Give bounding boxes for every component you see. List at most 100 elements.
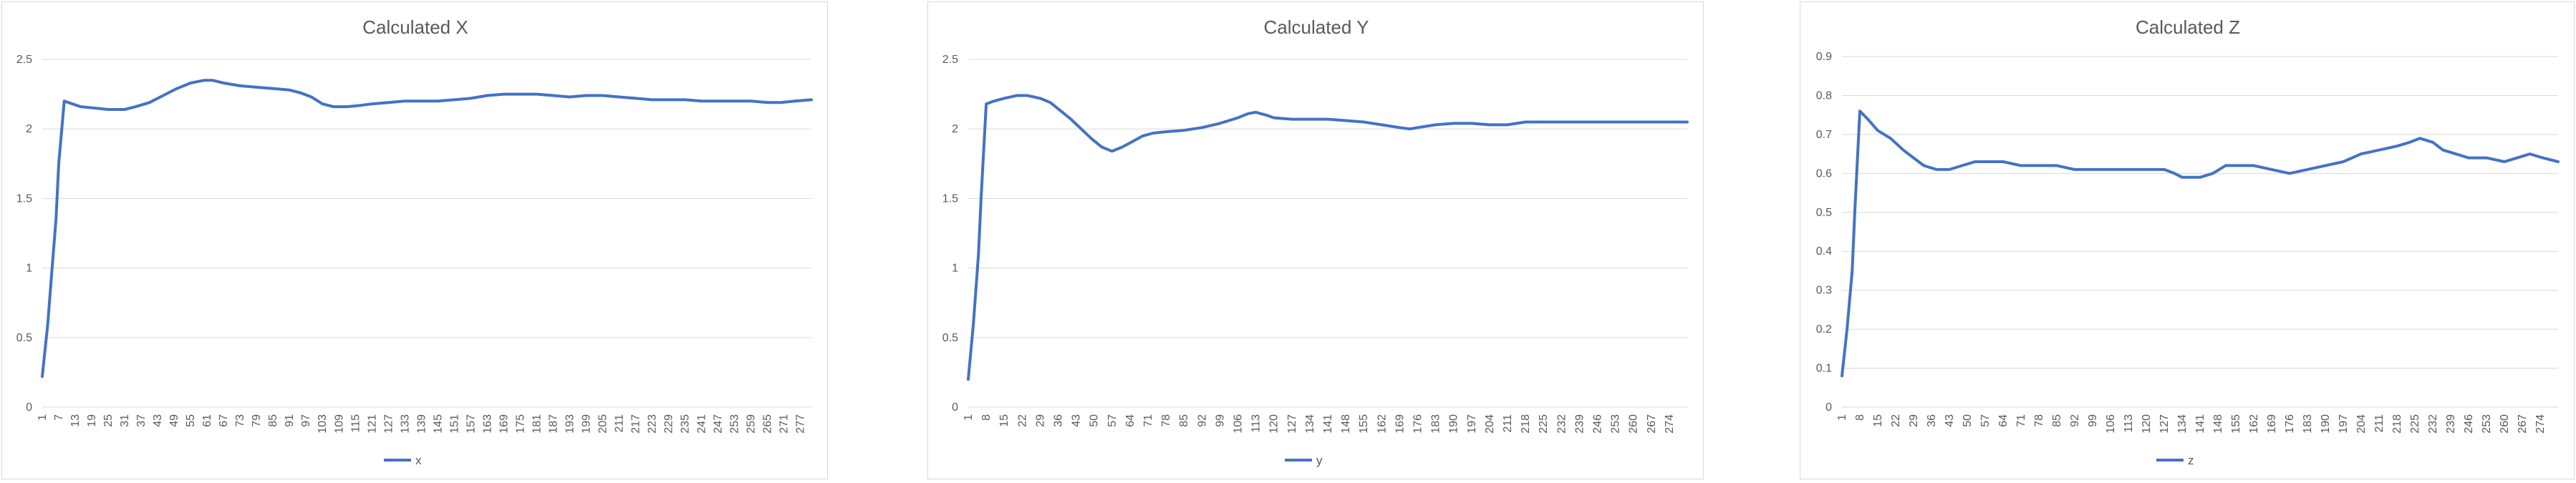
x-tick-label: 205 <box>597 414 609 434</box>
x-tick-label: 73 <box>234 414 246 427</box>
x-tick-label: 141 <box>1322 414 1334 434</box>
y-tick-label: 0.9 <box>1816 51 1832 63</box>
x-tick-label: 134 <box>2176 414 2189 434</box>
x-tick-label: 183 <box>1430 414 1442 434</box>
x-tick-label: 162 <box>2248 414 2260 434</box>
x-tick-label: 71 <box>1142 414 1154 427</box>
y-tick-label: 0 <box>1825 401 1832 414</box>
x-tick-label: 127 <box>382 414 395 434</box>
x-tick-label: 22 <box>1890 414 1902 427</box>
x-tick-label: 197 <box>2338 414 2350 434</box>
x-tick-label: 43 <box>1071 414 1083 427</box>
x-tick-label: 15 <box>998 414 1010 427</box>
x-tick-label: 61 <box>201 414 213 427</box>
x-tick-label: 145 <box>432 414 444 434</box>
x-tick-label: 133 <box>399 414 411 434</box>
x-tick-label: 277 <box>795 414 807 434</box>
x-tick-label: 259 <box>746 414 758 434</box>
x-tick-label: 260 <box>1628 414 1640 434</box>
x-tick-label: 241 <box>696 414 708 434</box>
x-tick-label: 120 <box>2141 414 2153 434</box>
x-tick-label: 267 <box>2517 414 2529 434</box>
x-tick-label: 121 <box>366 414 378 434</box>
x-tick-label: 274 <box>2534 414 2547 434</box>
x-tick-label: 36 <box>1926 414 1938 427</box>
x-tick-label: 246 <box>2463 414 2475 434</box>
legend-label: z <box>2188 454 2194 467</box>
x-tick-label: 139 <box>415 414 428 434</box>
x-tick-label: 232 <box>1555 414 1568 434</box>
series-line-z <box>1841 109 2560 378</box>
chart-title: Calculated Z <box>2136 16 2240 38</box>
y-tick-label: 2 <box>952 123 958 135</box>
x-tick-label: 127 <box>1286 414 1298 434</box>
x-tick-label: 92 <box>2069 414 2081 427</box>
x-tick-label: 127 <box>2158 414 2171 434</box>
y-tick-label: 0.1 <box>1816 363 1832 375</box>
y-tick-label: 0.7 <box>1816 129 1832 141</box>
x-tick-label: 181 <box>531 414 543 434</box>
x-tick-label: 199 <box>580 414 592 434</box>
x-tick-label: 253 <box>729 414 741 434</box>
y-tick-label: 2.5 <box>942 54 958 66</box>
x-tick-label: 79 <box>251 414 263 427</box>
x-tick-label: 92 <box>1196 414 1208 427</box>
x-tick-label: 113 <box>2123 414 2135 433</box>
legend-label: y <box>1316 454 1323 467</box>
x-tick-label: 267 <box>1646 414 1658 434</box>
y-tick-label: 1 <box>952 263 958 275</box>
x-tick-label: 78 <box>1160 414 1172 427</box>
x-tick-label: 225 <box>1538 414 1550 434</box>
x-tick-label: 120 <box>1268 414 1280 434</box>
x-tick-label: 64 <box>1124 414 1137 427</box>
x-tick-label: 71 <box>2015 414 2027 427</box>
x-tick-label: 176 <box>2284 414 2296 434</box>
x-tick-label: 78 <box>2033 414 2045 427</box>
x-tick-label: 31 <box>119 414 131 427</box>
x-tick-label: 67 <box>218 414 230 427</box>
x-tick-label: 1 <box>1836 414 1848 421</box>
chart-panel-x: Calculated X 0 0.5 1 1.5 2 2.5 1 7 13 19 25 31 37 43 49… <box>1 1 828 479</box>
x-tick-label: 211 <box>614 414 626 433</box>
x-tick-label: 204 <box>2355 414 2368 434</box>
x-tick-label: 50 <box>1962 414 1974 427</box>
x-tick-label: 155 <box>2230 414 2242 434</box>
x-tick-label: 85 <box>1178 414 1190 427</box>
x-tick-label: 115 <box>349 414 362 433</box>
legend-label: x <box>415 454 422 467</box>
x-tick-label: 271 <box>778 414 791 434</box>
chart-svg-z: Calculated Z 0 0.1 0.2 0.3 0.4 0.5 0.6 0.7 0.8 0.9… <box>1816 16 2560 467</box>
chart-svg-x: Calculated X00.511.522.51 7 13 19 25 31 37 43 49… <box>16 16 813 467</box>
x-tick-label: 183 <box>2302 414 2314 434</box>
y-tick-label: 0.2 <box>1816 323 1832 336</box>
x-tick-label: 13 <box>69 414 82 427</box>
x-tick-label: 225 <box>2409 414 2421 434</box>
y-tick-label: 0.8 <box>1816 89 1832 102</box>
x-tick-label: 141 <box>2194 414 2206 434</box>
x-tick-label: 85 <box>267 414 279 427</box>
x-tick-label: 113 <box>1250 414 1263 433</box>
x-tick-label: 187 <box>547 414 559 434</box>
x-tick-label: 193 <box>564 414 576 434</box>
x-tick-label: 25 <box>102 414 115 427</box>
x-tick-label: 239 <box>1573 414 1586 434</box>
x-tick-label: 155 <box>1358 414 1370 434</box>
x-tick-label: 64 <box>1997 414 2010 427</box>
chart-panel-z: Calculated Z 0 0.1 0.2 0.3 0.4 0.5 0.6 0.7 0.8 0.9… <box>1800 1 2575 479</box>
x-tick-label: 36 <box>1053 414 1065 427</box>
chart-title: Calculated X <box>362 16 468 38</box>
x-tick-label: 49 <box>168 414 180 427</box>
y-tick-label: 2 <box>26 123 32 135</box>
x-tick-label: 246 <box>1592 414 1604 434</box>
y-tick-label: 1.5 <box>942 192 958 205</box>
x-tick-label: 151 <box>448 414 460 434</box>
x-tick-label: 19 <box>86 414 98 427</box>
y-tick-label: 2.5 <box>16 54 32 66</box>
x-tick-label: 15 <box>1872 414 1884 427</box>
x-tick-label: 1 <box>37 414 49 421</box>
x-tick-label: 247 <box>713 414 725 434</box>
x-tick-label: 57 <box>1979 414 1992 427</box>
x-tick-label: 103 <box>317 414 329 434</box>
y-tick-label: 0 <box>952 401 958 414</box>
x-tick-label: 85 <box>2051 414 2063 427</box>
